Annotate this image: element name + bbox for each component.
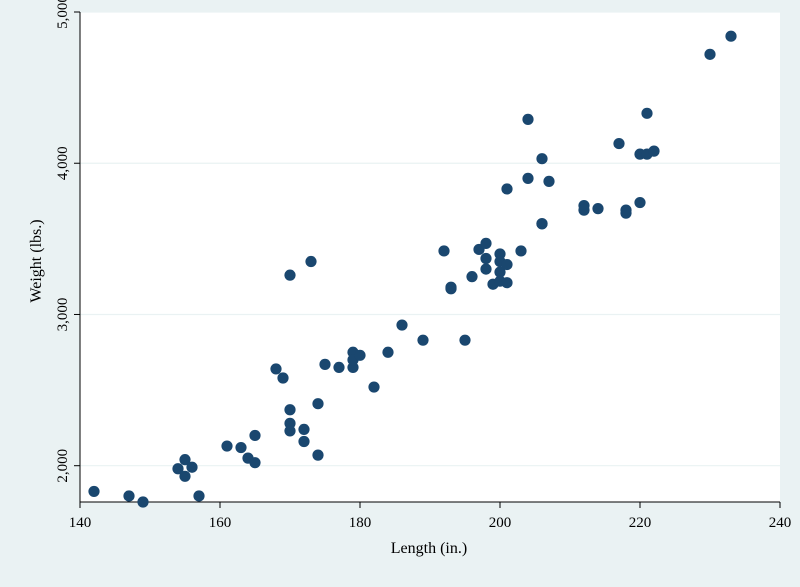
scatter-point [648,145,660,157]
x-tick-label: 220 [629,515,652,531]
x-tick-label: 140 [69,515,92,531]
plot-area [80,12,780,502]
scatter-point [480,252,492,265]
data-points [88,30,737,508]
scatter-point [522,172,534,184]
scatter-point [179,454,191,466]
scatter-point [536,218,548,230]
scatter-point [641,107,653,119]
scatter-point [480,237,492,249]
y-axis-label: Weight (lbs.) [28,219,45,302]
scatter-point [438,245,450,257]
scatter-point [725,30,737,42]
x-tick-label: 240 [769,515,792,531]
scatter-point [298,423,310,436]
x-tick-label: 200 [489,515,512,531]
scatter-point [501,277,513,289]
scatter-point [515,245,527,257]
scatter-point [543,175,555,187]
x-tick-label: 160 [209,515,232,531]
scatter-point [88,485,100,498]
scatter-point [634,196,646,209]
scatter-point [284,404,296,416]
scatter-point [417,334,429,346]
scatter-point [333,361,345,374]
scatter-point [137,496,149,508]
scatter-point [312,449,324,461]
scatter-point [613,137,625,150]
scatter-point [123,490,135,502]
scatter-point [501,258,513,271]
y-tick-label: 5,000 [55,0,71,29]
scatter-point [494,266,506,278]
scatter-point [277,372,289,384]
scatter-point [522,113,534,125]
scatter-point [312,398,324,410]
scatter-point [172,463,184,475]
scatter-point [193,490,205,502]
scatter-point [319,358,331,370]
scatter-point [480,263,492,275]
x-axis-label: Length (in.) [391,540,467,557]
scatter-point [445,281,457,293]
y-tick-label: 2,000 [55,449,71,483]
scatter-point [704,48,716,60]
axes [79,12,780,503]
scatter-point [186,461,198,473]
scatter-point [284,425,296,437]
y-axis-ticks: 2,000 3,000 4,000 5,000 [55,0,80,483]
scatter-point [354,349,366,361]
scatter-point [536,153,548,165]
y-tick-label: 3,000 [55,298,71,332]
y-tick-label: 4,000 [55,146,71,180]
scatter-point [221,440,233,452]
scatter-point [501,183,513,195]
x-tick-label: 180 [349,515,372,531]
scatter-point [396,319,408,331]
scatter-point [368,381,380,393]
scatter-point [179,470,191,482]
scatter-point [620,204,632,216]
scatter-point [284,269,296,281]
scatter-point [249,429,261,442]
scatter-point [382,346,394,358]
scatter-point [578,204,590,216]
scatter-point [459,334,471,346]
scatter-point [270,363,282,375]
scatter-point [298,435,310,448]
scatter-point [249,457,261,469]
scatter-point [592,203,604,215]
scatter-point [466,271,478,283]
scatter-point [235,441,247,454]
scatter-point [305,255,317,268]
x-axis-ticks: 140 160 180 200 220 240 [69,502,792,531]
